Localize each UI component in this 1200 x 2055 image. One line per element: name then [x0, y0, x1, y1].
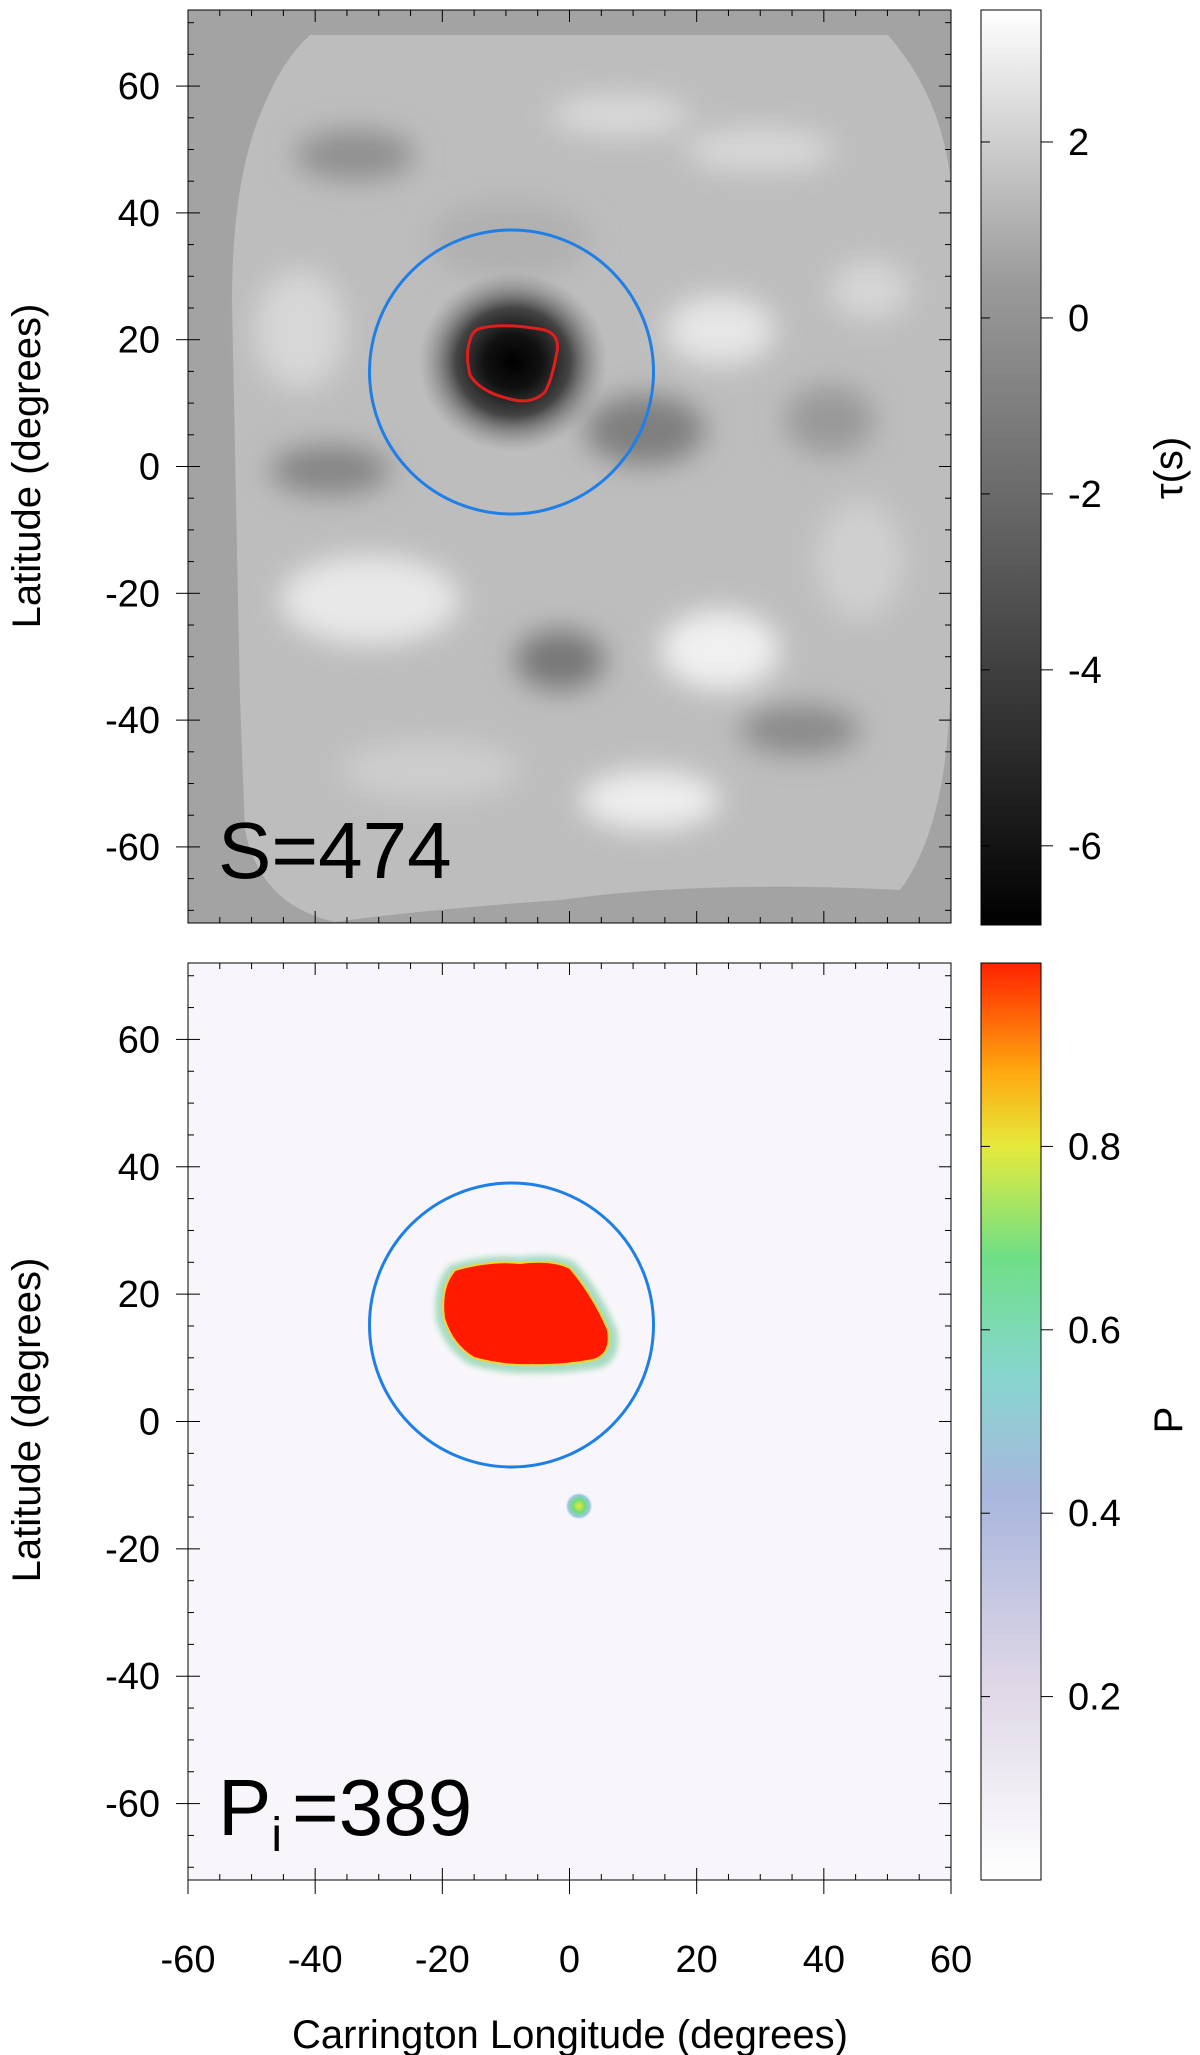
- dark-core: [418, 272, 608, 452]
- y-tick-label: -60: [105, 827, 160, 869]
- y-tick-label: 0: [139, 447, 160, 489]
- bottom-colorbar-ticks: 0.2 0.4 0.6 0.8: [981, 1126, 1121, 1719]
- top-reference-circle: [368, 228, 655, 516]
- y-tick-label: 20: [118, 320, 160, 362]
- y-tick-label: 20: [118, 1274, 160, 1316]
- bottom-panel: -60 -40 -20 0 20 40 60 -60 -40 -20 0 20 40 60 Pi =389…: [5, 962, 972, 2055]
- bottom-colorbar-label: P: [1147, 1407, 1191, 1434]
- x-tick-label: -40: [288, 1939, 343, 1981]
- bottom-x-ticks: -60 -40 -20 0 20 40 60: [161, 963, 972, 1981]
- top-colorbar-gradient: [980, 9, 1042, 926]
- colorbar-tick-label: -4: [1068, 650, 1102, 692]
- top-data-region: [232, 35, 950, 922]
- bottom-y-ticks: -60 -40 -20 0 20 40 60: [105, 975, 951, 1868]
- bottom-y-axis-title: Latitude (degrees): [5, 1258, 49, 1583]
- colorbar-tick-label: 0.8: [1068, 1126, 1121, 1168]
- bottom-heatmap: [188, 963, 951, 1880]
- small-probability-spot: [565, 1492, 593, 1520]
- colorbar-tick-label: 2: [1068, 122, 1089, 164]
- high-probability-region: [442, 1260, 610, 1367]
- bottom-colorbar: 0.2 0.4 0.6 0.8 P: [980, 962, 1191, 1881]
- bottom-annotation-rest: =389: [292, 1763, 472, 1852]
- bottom-annotation-main: P: [218, 1763, 271, 1852]
- top-texture: [255, 95, 910, 830]
- top-y-axis-title: Latitude (degrees): [5, 304, 49, 629]
- x-tick-label: 20: [676, 1939, 718, 1981]
- top-annotation: S=474: [218, 806, 452, 895]
- bottom-reference-circle: [368, 1181, 655, 1469]
- y-tick-label: 0: [139, 1402, 160, 1444]
- colorbar-tick-label: 0: [1068, 298, 1089, 340]
- colorbar-tick-label: 0.4: [1068, 1493, 1121, 1535]
- top-heatmap: [188, 10, 951, 923]
- colorbar-tick-label: -6: [1068, 826, 1102, 868]
- colorbar-tick-label: 0.6: [1068, 1310, 1121, 1352]
- top-colorbar: -6 -4 -2 0 2 τ(s): [980, 9, 1191, 926]
- x-tick-label: 0: [559, 1939, 580, 1981]
- top-colorbar-ticks: -6 -4 -2 0 2: [981, 122, 1102, 868]
- bottom-annotation: Pi =389: [218, 1763, 472, 1862]
- top-y-ticks: -60 -40 -20 0 20 40 60: [105, 22, 951, 911]
- x-tick-label: 40: [803, 1939, 845, 1981]
- y-tick-label: -20: [105, 1529, 160, 1571]
- x-tick-label: -60: [161, 1939, 216, 1981]
- colorbar-tick-label: 0.2: [1068, 1677, 1121, 1719]
- bottom-colorbar-gradient: [980, 962, 1042, 1881]
- y-tick-label: -40: [105, 1656, 160, 1698]
- x-tick-label: 60: [930, 1939, 972, 1981]
- top-x-ticks: [187, 10, 952, 923]
- colorbar-tick-label: -2: [1068, 474, 1102, 516]
- x-axis-title: Carrington Longitude (degrees): [292, 2013, 848, 2055]
- y-tick-label: 60: [118, 1019, 160, 1061]
- top-colorbar-label: τ(s): [1147, 437, 1191, 499]
- top-panel: -60 -40 -20 0 20 40 60 S=474 Latitude (degrees…: [5, 9, 952, 924]
- threshold-contour: [466, 324, 559, 403]
- y-tick-label: 40: [118, 1147, 160, 1189]
- y-tick-label: -20: [105, 573, 160, 615]
- y-tick-label: 40: [118, 193, 160, 235]
- bottom-annotation-sub: i: [271, 1809, 282, 1862]
- x-tick-label: -20: [415, 1939, 470, 1981]
- y-tick-label: -60: [105, 1784, 160, 1826]
- y-tick-label: 60: [118, 66, 160, 108]
- y-tick-label: -40: [105, 700, 160, 742]
